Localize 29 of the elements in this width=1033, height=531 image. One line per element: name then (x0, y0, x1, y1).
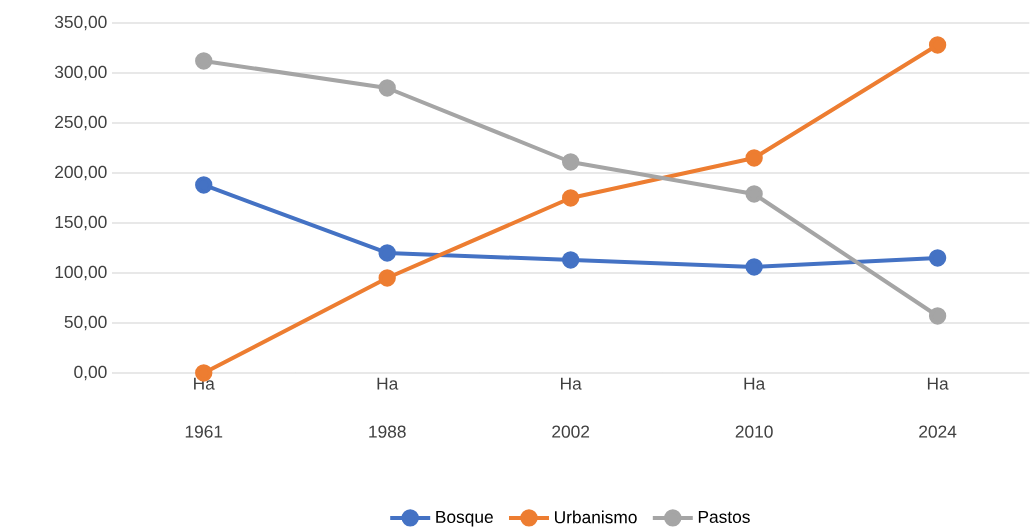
y-tick-label: 150,00 (55, 215, 107, 231)
y-tick-label: 350,00 (54, 15, 107, 31)
legend-label: Pastos (698, 510, 750, 524)
category-label: Ha 2002 (552, 377, 590, 438)
y-tick-label: 300,00 (54, 65, 107, 81)
y-tick-label: 250,00 (55, 115, 107, 131)
point (928, 249, 947, 267)
legend-label: Bosque (436, 510, 493, 527)
point (195, 176, 213, 194)
category-label: Ha 2024 (919, 377, 957, 438)
point (928, 307, 947, 325)
y-tick-label: 200,00 (55, 165, 107, 181)
category-label: Ha 2010 (735, 377, 773, 438)
point (562, 153, 580, 171)
point (928, 36, 947, 54)
point (562, 189, 580, 207)
y-tick-label: 50,00 (64, 315, 107, 331)
y-tick-label: 100,00 (55, 265, 107, 281)
y-tick-label: 0,00 (74, 365, 107, 381)
point (745, 185, 763, 203)
point (378, 79, 396, 97)
point (745, 149, 763, 167)
point (745, 258, 763, 276)
legend-label: Urbanismo (555, 510, 637, 524)
point (195, 52, 213, 70)
point (378, 269, 396, 287)
point (378, 244, 396, 262)
category-label: Ha 1988 (369, 377, 406, 438)
point (562, 251, 580, 269)
